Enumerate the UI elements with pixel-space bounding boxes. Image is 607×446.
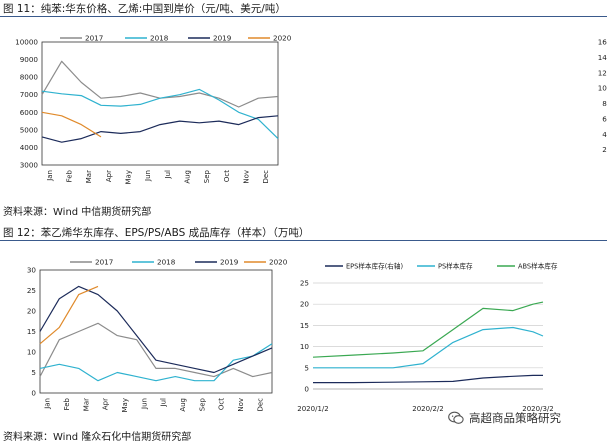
series-line-2018: [41, 88, 279, 140]
y-tick-label: 15: [300, 321, 309, 330]
x-tick-label: Mar: [85, 170, 93, 183]
y-tick-label: 400: [602, 130, 607, 139]
y-tick-label: 0: [304, 385, 309, 394]
y-tick-label: 0: [31, 389, 36, 398]
x-tick-label: Dec: [256, 398, 264, 412]
legend-label: 2019: [213, 34, 232, 43]
y-tick-label: 5: [31, 368, 36, 377]
legend-label: 2020: [273, 34, 292, 43]
x-tick-label: 2020/3/2: [522, 405, 553, 413]
y-tick-label: 1200: [598, 68, 607, 77]
x-tick-label: Jan: [46, 170, 54, 182]
series-line-eps: [313, 374, 543, 384]
legend-label: 2017: [95, 258, 113, 267]
plot-frame: [41, 41, 279, 166]
legend-label: PS样本库存: [438, 262, 473, 271]
series-line-2017: [41, 60, 279, 108]
y-tick-label: 25: [300, 279, 309, 288]
x-tick-label: May: [121, 398, 129, 412]
y-tick-label: 10000: [15, 38, 38, 47]
x-tick-label: Feb: [63, 397, 71, 410]
x-tick-label: Nov: [237, 398, 245, 412]
chart-benzene-east-china-price: 3000 4000 5000 6000 7000 8000 9000 10000 Jan Feb M…: [15, 34, 292, 185]
x-tick-label: Jul: [164, 170, 172, 180]
x-tick-label: Aug: [184, 170, 192, 184]
x-tick-label: Oct: [218, 398, 226, 410]
series-line-2018: [39, 343, 273, 382]
x-tick-label: Apr: [102, 398, 110, 410]
y-tick-label: 8000: [20, 73, 39, 82]
legend-label: 2020: [269, 258, 288, 267]
legend-label: EPS样本库存(右轴): [346, 262, 403, 271]
series-line-2019: [39, 285, 273, 374]
legend-label: 2018: [150, 34, 169, 43]
y-tick-label: 15: [27, 327, 36, 336]
chart-eps-ps-abs-inventory: 0 5 10 15 20 25 2020/1/2 2020/2/2 2020/3/2 EPS样本库…: [297, 262, 558, 414]
y-tick-label: 10: [300, 342, 310, 351]
y-tick-label: 20: [300, 300, 310, 309]
x-tick-label: Sep: [198, 397, 206, 411]
y-tick-label: 1400: [598, 53, 607, 62]
legend-label: ABS样本库存: [518, 262, 558, 271]
y-tick-label: 20: [27, 307, 37, 316]
y-tick-label: 200: [602, 145, 607, 154]
y-tick-label: 6000: [20, 108, 39, 117]
series-line-2020: [39, 285, 99, 345]
y-tick-label: 1600: [598, 38, 607, 47]
x-tick-label: Feb: [66, 169, 74, 182]
y-tick-label: 10: [27, 348, 37, 357]
wechat-icon: [448, 411, 464, 424]
x-tick-label: Jun: [144, 170, 152, 182]
y-tick-label: 25: [27, 286, 36, 295]
y-tick-label: 1000: [598, 84, 607, 93]
series-line-ps: [313, 326, 544, 369]
watermark: 高超商品策略研究: [448, 408, 561, 428]
chart-styrene-east-china-inventory: 0 5 10 15 20 25 30 Jan Feb Mar Apr May Jun Jul Aug Sep O…: [27, 258, 288, 413]
x-tick-label: Apr: [105, 170, 113, 182]
x-tick-label: Nov: [243, 170, 251, 184]
legend-label: 2017: [85, 34, 103, 43]
series-line-2020: [41, 111, 102, 138]
watermark-text: 高超商品策略研究: [469, 411, 561, 425]
x-tick-label: Mar: [82, 398, 90, 411]
y-tick-label: 7000: [20, 90, 39, 99]
figure-11-source: 资料来源：Wind 中信期货研究部: [3, 207, 152, 218]
x-tick-label: Oct: [223, 170, 231, 182]
x-tick-label: Sep: [203, 169, 211, 183]
figure-12-source: 资料来源：Wind 隆众石化中信期货研究部: [3, 432, 192, 443]
x-tick-label: Aug: [179, 398, 187, 412]
figure-11-caption: 图 11：纯苯:华东价格、乙烯:中国到岸价（元/吨、美元/吨）: [0, 2, 607, 17]
x-tick-label: May: [125, 170, 133, 184]
x-tick-label: 2020/1/2: [297, 405, 328, 413]
legend-label: 2019: [220, 258, 239, 267]
x-tick-label: 2020/2/2: [412, 405, 443, 413]
x-tick-label: Jul: [160, 398, 168, 408]
series-line-2019: [41, 115, 279, 143]
legend-label: 2018: [157, 258, 176, 267]
y-tick-label: 5: [304, 363, 309, 372]
y-tick-label: 4000: [20, 143, 39, 152]
series-line-abs: [312, 301, 544, 358]
y-tick-label: 800: [602, 99, 607, 108]
x-tick-label: Jan: [44, 398, 52, 410]
y-tick-label: 600: [602, 114, 607, 123]
y-tick-label: 30: [27, 266, 37, 275]
chart-ethylene-cfr-china: 02004006008001000120014001600JanFebMarAp…: [598, 38, 607, 155]
x-tick-label: Jun: [140, 398, 148, 410]
y-tick-label: 3000: [20, 161, 39, 170]
x-tick-label: Dec: [262, 170, 270, 184]
series-line-2017: [39, 322, 273, 378]
y-tick-label: 5000: [20, 125, 39, 134]
y-tick-label: 9000: [20, 55, 39, 64]
figure-12-caption: 图 12：苯乙烯华东库存、EPS/PS/ABS 成品库存（样本）（万吨）: [0, 226, 607, 241]
